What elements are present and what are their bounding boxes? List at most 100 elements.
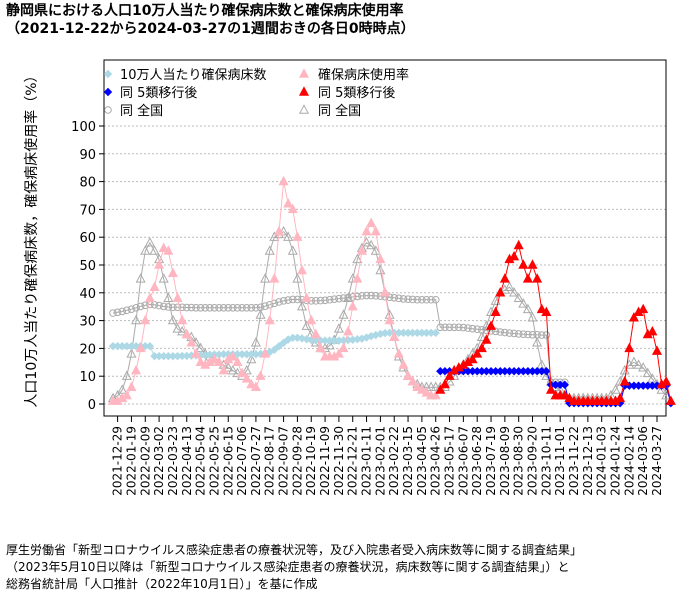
- x-tick-label: 2023-02-22: [387, 426, 401, 496]
- data-point: [296, 264, 308, 275]
- data-point: [356, 245, 367, 255]
- data-point: [321, 296, 329, 305]
- data-point: [127, 305, 136, 314]
- y-tick-label: 10: [79, 370, 96, 385]
- data-point: [186, 337, 197, 347]
- legend-label: 確保病床使用率: [318, 67, 409, 83]
- source-note: 厚生労働省「新型コロナウイルス感染症患者の療養状況等，及び入院患者受入病床数等に…: [6, 542, 582, 593]
- data-point: [201, 304, 210, 312]
- data-point: [408, 295, 417, 304]
- data-point: [250, 381, 261, 392]
- x-tick-label: 2021-12-29: [111, 426, 125, 496]
- data-point: [296, 300, 308, 311]
- y-tick-label: 40: [79, 287, 96, 302]
- data-point: [366, 217, 377, 227]
- data-point: [541, 370, 552, 380]
- data-point: [513, 292, 524, 303]
- data-point: [158, 273, 169, 283]
- data-point: [270, 299, 279, 308]
- data-point: [404, 295, 412, 303]
- legend-marker: [103, 87, 113, 97]
- data-point: [118, 341, 127, 351]
- data-point: [279, 297, 288, 305]
- data-point: [385, 328, 394, 338]
- series-4: [435, 239, 676, 405]
- data-point: [132, 304, 140, 312]
- data-point: [250, 337, 261, 347]
- data-point: [459, 323, 468, 332]
- data-point: [310, 328, 321, 339]
- data-point: [135, 342, 146, 353]
- data-point: [172, 292, 183, 303]
- data-point: [615, 392, 626, 403]
- data-point: [628, 312, 639, 322]
- data-point: [564, 392, 575, 403]
- data-point: [347, 300, 358, 311]
- data-point: [247, 350, 256, 359]
- y-tick-label: 50: [79, 259, 96, 274]
- data-point: [241, 373, 252, 383]
- data-point: [444, 375, 455, 386]
- data-point: [398, 359, 409, 369]
- y-tick-label: 70: [79, 203, 96, 218]
- data-point: [278, 175, 289, 186]
- data-point: [108, 341, 118, 351]
- data-point: [343, 325, 354, 336]
- data-point: [555, 380, 565, 390]
- data-point: [661, 375, 672, 386]
- data-point: [426, 328, 436, 338]
- x-tick-label: 2024-03-06: [636, 426, 650, 496]
- data-point: [358, 292, 366, 300]
- data-point: [255, 309, 266, 319]
- x-tick-label: 2022-01-19: [124, 426, 138, 496]
- data-point: [301, 320, 312, 330]
- data-point: [509, 366, 519, 376]
- plot-frame: [103, 59, 667, 417]
- data-point: [113, 341, 122, 351]
- data-point: [519, 366, 528, 376]
- data-point: [284, 296, 292, 304]
- data-point: [163, 245, 174, 255]
- x-tick-label: 2022-12-21: [346, 426, 360, 496]
- source-line-3: 総務省統計局「人口推計（2022年10月1日）」を基に作成: [6, 577, 318, 591]
- data-point: [292, 231, 303, 241]
- x-tick-label: 2022-09-07: [277, 426, 291, 496]
- data-point: [421, 387, 432, 397]
- data-point: [482, 366, 491, 376]
- data-point: [505, 329, 514, 337]
- data-point: [528, 366, 537, 376]
- data-point: [131, 314, 142, 325]
- data-point: [537, 366, 546, 376]
- source-line-2: （2023年5月10日以降は「新型コロナウイルス感染症患者の療養状況，病床数等に…: [6, 560, 570, 574]
- data-point: [159, 302, 168, 311]
- data-point: [416, 384, 427, 394]
- data-point: [431, 295, 440, 304]
- data-point: [370, 245, 381, 255]
- data-point: [233, 304, 242, 312]
- data-point: [431, 328, 440, 338]
- data-point: [288, 333, 297, 343]
- data-point: [509, 250, 520, 261]
- data-point: [403, 328, 413, 338]
- legend-marker: [104, 106, 112, 114]
- data-point: [177, 325, 188, 336]
- data-point: [181, 328, 192, 339]
- data-point: [413, 328, 422, 338]
- data-point: [288, 295, 297, 304]
- x-tick-label: 2022-03-02: [152, 426, 166, 496]
- data-point: [127, 341, 136, 351]
- data-point: [324, 339, 335, 350]
- data-point: [164, 351, 173, 361]
- data-point: [541, 306, 552, 316]
- data-point: [237, 367, 248, 378]
- data-point: [264, 245, 275, 255]
- data-point: [144, 236, 155, 247]
- data-point: [481, 334, 492, 344]
- data-point: [643, 381, 652, 390]
- data-point: [427, 295, 435, 304]
- data-point: [468, 324, 477, 333]
- data-point: [524, 330, 532, 339]
- data-point: [154, 259, 165, 269]
- data-point: [224, 304, 233, 312]
